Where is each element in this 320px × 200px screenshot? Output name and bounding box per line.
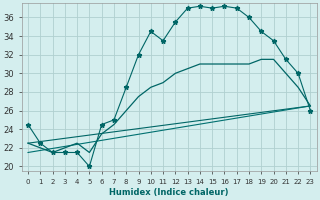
X-axis label: Humidex (Indice chaleur): Humidex (Indice chaleur)	[109, 188, 229, 197]
